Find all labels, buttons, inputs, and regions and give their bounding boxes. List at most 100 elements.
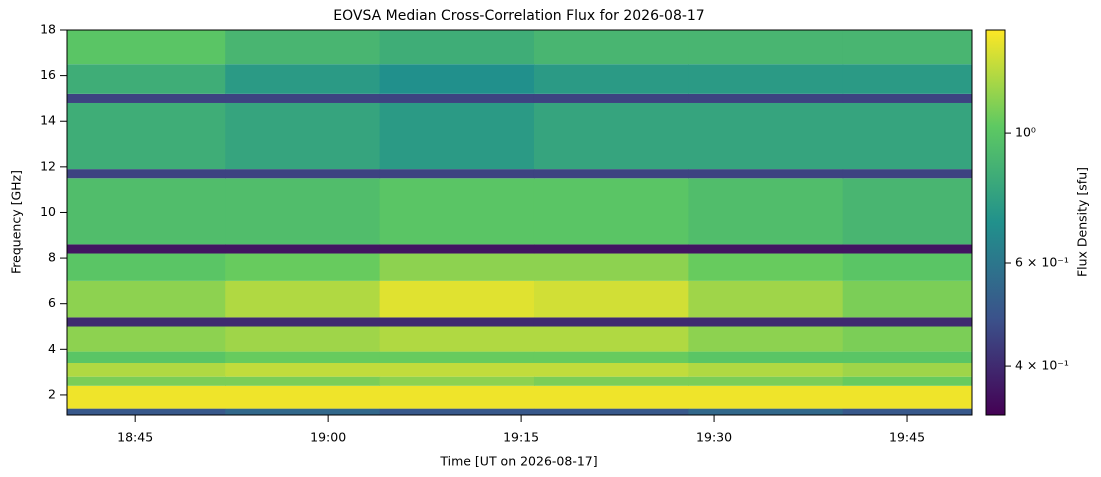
heatmap-cell xyxy=(842,376,973,386)
heatmap-cell xyxy=(67,102,226,170)
y-tick-label: 14 xyxy=(40,113,56,128)
heatmap-cell xyxy=(379,30,535,65)
heatmap-cell xyxy=(533,280,689,318)
heatmap-cell xyxy=(842,244,973,254)
heatmap-cell xyxy=(688,244,844,254)
heatmap-cell xyxy=(379,102,535,170)
plot-frame xyxy=(66,29,973,416)
heatmap-cell xyxy=(842,317,973,327)
y-tick-label: 4 xyxy=(48,341,56,356)
heatmap-cell xyxy=(842,102,973,170)
heatmap-cell xyxy=(67,326,226,352)
heatmap-cell xyxy=(67,253,226,281)
heatmap-cell xyxy=(688,280,844,318)
heatmap-cell xyxy=(225,408,381,415)
heatmap-cell xyxy=(225,102,381,170)
heatmap-cell xyxy=(533,30,689,65)
heatmap-cell xyxy=(688,93,844,103)
heatmap-cell xyxy=(842,169,973,179)
x-tick-label: 19:00 xyxy=(310,430,346,445)
heatmap-cell xyxy=(225,169,381,179)
heatmap-cell xyxy=(533,102,689,170)
heatmap-cell xyxy=(379,326,535,352)
heatmap-cell xyxy=(533,317,689,327)
heatmap-cell xyxy=(225,317,381,327)
heatmap-cell xyxy=(688,169,844,179)
heatmap-cell xyxy=(533,362,689,377)
heatmap-cell xyxy=(533,64,689,94)
colorbar-tick-label: 6 × 10⁻¹ xyxy=(1015,254,1069,269)
heatmap-cell xyxy=(379,93,535,103)
heatmap-cell xyxy=(67,169,226,179)
x-tick-label: 19:45 xyxy=(889,430,925,445)
y-tick-label: 18 xyxy=(40,22,56,37)
heatmap-cell xyxy=(67,376,226,386)
heatmap-cell xyxy=(688,351,844,363)
heatmap-cell xyxy=(688,326,844,352)
heatmap-cell xyxy=(533,326,689,352)
heatmap-cell xyxy=(67,385,226,409)
heatmap-cell xyxy=(688,362,844,377)
heatmap-cell xyxy=(225,244,381,254)
heatmap-cell xyxy=(67,408,226,415)
heatmap-cell xyxy=(67,64,226,94)
colorbar-label: Flux Density [sfu] xyxy=(1075,167,1090,277)
heatmap-cell xyxy=(225,64,381,94)
x-tick-label: 19:30 xyxy=(696,430,732,445)
heatmap-cell xyxy=(842,64,973,94)
heatmap-cell xyxy=(225,253,381,281)
heatmap-cell xyxy=(842,326,973,352)
heatmap-cell xyxy=(67,280,226,318)
heatmap-cell xyxy=(67,362,226,377)
heatmap-cell xyxy=(225,385,381,409)
heatmap-cell xyxy=(688,64,844,94)
y-axis-label: Frequency [GHz] xyxy=(9,170,24,274)
heatmap-cell xyxy=(533,93,689,103)
y-tick-label: 10 xyxy=(40,204,56,219)
heatmap-cell xyxy=(67,244,226,254)
heatmap-cell xyxy=(379,280,535,318)
heatmap-cell xyxy=(842,30,973,65)
heatmap-cell xyxy=(225,93,381,103)
heatmap-cell xyxy=(842,362,973,377)
heatmap-cell xyxy=(533,178,689,245)
colorbar xyxy=(985,29,1006,416)
heatmap-cell xyxy=(379,385,535,409)
heatmap-cell xyxy=(225,326,381,352)
chart-title: EOVSA Median Cross-Correlation Flux for … xyxy=(333,8,704,24)
heatmap-cell xyxy=(842,280,973,318)
heatmap-cell xyxy=(842,408,973,415)
heatmap-cell xyxy=(379,253,535,281)
x-tick-label: 19:15 xyxy=(503,430,539,445)
y-tick-label: 8 xyxy=(48,250,56,265)
heatmap-cell xyxy=(688,178,844,245)
heatmap-cell xyxy=(688,30,844,65)
y-tick-label: 2 xyxy=(48,386,56,401)
heatmap-cell xyxy=(688,408,844,415)
colorbar-tick-label: 4 × 10⁻¹ xyxy=(1015,358,1069,373)
x-axis-label: Time [UT on 2026-08-17] xyxy=(439,454,597,469)
heatmap-cell xyxy=(842,253,973,281)
heatmap-cell xyxy=(842,93,973,103)
heatmap-cell xyxy=(225,376,381,386)
heatmap-cell xyxy=(379,317,535,327)
heatmap-cell xyxy=(688,376,844,386)
heatmap-cell xyxy=(379,178,535,245)
heatmap-cell xyxy=(67,30,226,65)
heatmap-cell xyxy=(379,244,535,254)
heatmap-cell xyxy=(379,376,535,386)
heatmap-cell xyxy=(379,351,535,363)
heatmap-cell xyxy=(533,351,689,363)
heatmap-cell xyxy=(67,178,226,245)
heatmap-cell xyxy=(67,317,226,327)
heatmap-cell xyxy=(688,385,844,409)
heatmap-cell xyxy=(688,317,844,327)
heatmap-cell xyxy=(379,362,535,377)
heatmap-cell xyxy=(533,253,689,281)
y-tick-label: 6 xyxy=(48,295,56,310)
heatmap-cell xyxy=(533,408,689,415)
heatmap-cell xyxy=(842,385,973,409)
heatmap-cell xyxy=(842,178,973,245)
colorbar-tick-label: 10⁰ xyxy=(1015,125,1036,140)
